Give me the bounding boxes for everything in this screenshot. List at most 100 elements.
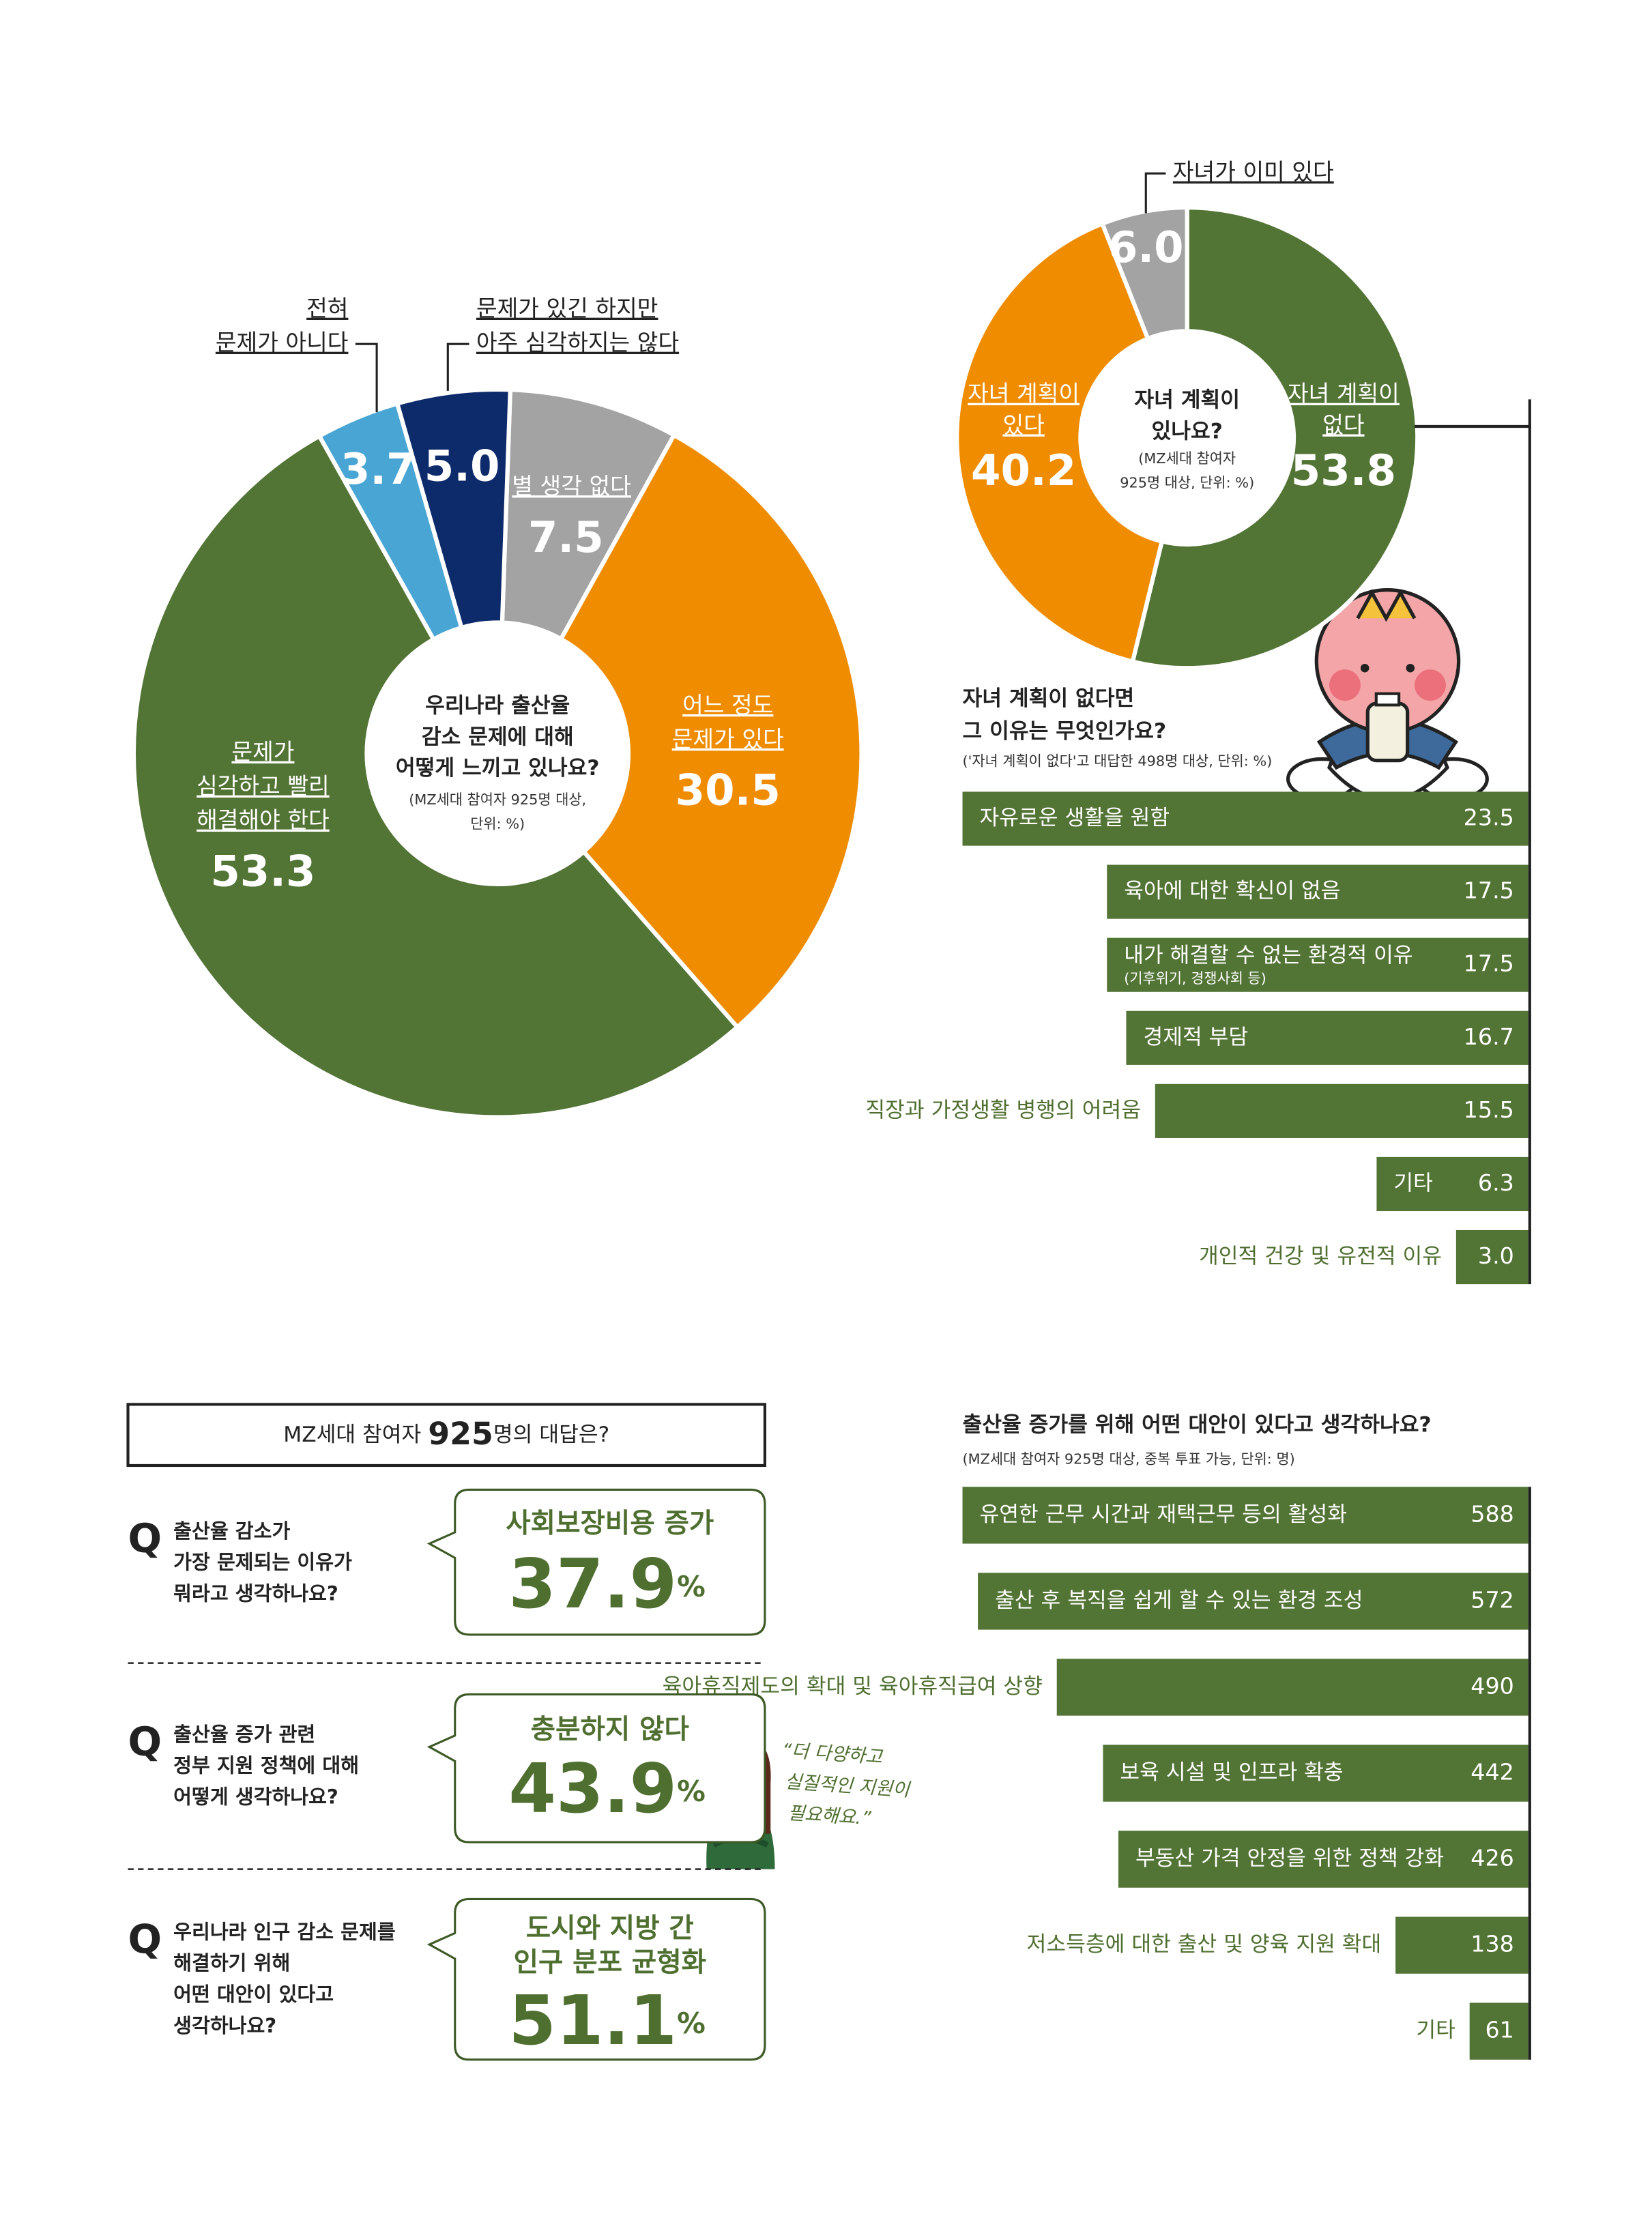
- slice-value: 3.7: [340, 444, 416, 494]
- answer-unit: %: [677, 1775, 706, 1808]
- q-mark: Q: [128, 1718, 162, 1764]
- bar-value: 6.3: [1478, 1169, 1514, 1196]
- bar: [1469, 2002, 1528, 2060]
- bar-value: 61: [1485, 2017, 1513, 2043]
- qa-header-part: MZ세대 참여자: [283, 1423, 428, 1447]
- answer-number: 43.9: [508, 1749, 677, 1829]
- answer-unit: %: [677, 1570, 706, 1603]
- question: 어떻게 생각하나요?: [173, 1785, 338, 1808]
- bar-label: 개인적 건강 및 유전적 이유: [1199, 1244, 1442, 1269]
- donut-title: 감소 문제에 대해: [422, 725, 574, 749]
- bar: [1118, 1831, 1528, 1888]
- slice-value: 7.5: [528, 512, 604, 562]
- donut-title: 있나요?: [1152, 419, 1223, 443]
- bar-value: 15.5: [1464, 1096, 1514, 1123]
- answer-label: 인구 분포 균형화: [514, 1947, 706, 1979]
- baby-illustration: [1286, 588, 1489, 802]
- bar-label: 경제적 부담: [1143, 1025, 1248, 1049]
- question: 뭐라고 생각하나요?: [173, 1582, 338, 1605]
- bar-chart-title: 그 이유는 무엇인가요?: [963, 719, 1167, 744]
- slice-label: 문제가 아니다: [216, 330, 349, 356]
- answer-value: 43.9%: [508, 1749, 705, 1829]
- bar-chart-title: 자녀 계획이 없다면: [963, 686, 1135, 711]
- qa-header: MZ세대 참여자 925명의 대답은?: [283, 1415, 609, 1452]
- qa-header-part: 925: [428, 1415, 493, 1452]
- donut-note: (MZ세대 참여자: [1138, 450, 1236, 467]
- slice-label: 심각하고 빨리: [197, 773, 330, 800]
- donut-hole: [366, 622, 628, 884]
- slice-label: 어느 정도: [682, 692, 773, 718]
- answer-value: 37.9%: [508, 1545, 705, 1624]
- q-mark: Q: [128, 1515, 162, 1562]
- bar-label: 내가 해결할 수 없는 환경적 이유: [1124, 944, 1412, 968]
- qa-header-part: 명의 대답은?: [493, 1423, 609, 1447]
- bar-label: 저소득층에 대한 출산 및 양육 지원 확대: [1027, 1932, 1382, 1957]
- q-mark: Q: [128, 1916, 162, 1962]
- bar: [1107, 864, 1528, 919]
- bar: [1455, 1229, 1528, 1285]
- slice-label: 문제가 있긴 하지만: [476, 295, 658, 322]
- slice-label: 자녀 계획이: [968, 381, 1079, 407]
- donut-note: 925명 대상, 단위: %): [1120, 474, 1254, 491]
- bar: [1376, 1156, 1528, 1212]
- answer-label: 충분하지 않다: [531, 1714, 689, 1745]
- slice-value: 5.0: [424, 441, 500, 491]
- question: 해결하기 위해: [173, 1951, 290, 1974]
- bar-value: 17.5: [1464, 950, 1514, 977]
- answer-label: 사회보장비용 증가: [506, 1508, 714, 1539]
- bar: [1155, 1083, 1528, 1138]
- slice-label: 자녀가 이미 있다: [1173, 159, 1334, 186]
- bar-label: 직장과 가정생활 병행의 어려움: [865, 1098, 1141, 1122]
- bar-value: 426: [1470, 1845, 1514, 1871]
- bar-label: 유연한 근무 시간과 재택근무 등의 활성화: [980, 1502, 1347, 1527]
- bar-label: (기후위기, 경쟁사회 등): [1124, 970, 1266, 987]
- donut-title: 자녀 계획이: [1134, 388, 1240, 413]
- bar: [962, 1487, 1528, 1544]
- donut-note: (MZ세대 참여자 925명 대상,: [409, 791, 586, 808]
- bar-value: 17.5: [1464, 877, 1514, 904]
- bar-value: 3.0: [1478, 1242, 1514, 1269]
- slice-value: 53.3: [210, 846, 315, 896]
- answer-box: [426, 1693, 766, 1843]
- question: 가장 문제되는 이유가: [173, 1551, 352, 1574]
- bar-label: 자유로운 생활을 원함: [980, 806, 1170, 830]
- answer-value: 51.1%: [508, 1981, 705, 2060]
- question: 생각하나요?: [173, 2014, 276, 2037]
- answer-box: [426, 1897, 766, 2061]
- bar-chart-title: 출산율 증가를 위해 어떤 대안이 있다고 생각하나요?: [963, 1413, 1432, 1438]
- bar-label: 부동산 가격 안정을 위한 정책 강화: [1135, 1846, 1444, 1871]
- slice-label: 아주 심각하지는 않다: [476, 330, 679, 356]
- bar-value: 23.5: [1464, 804, 1514, 831]
- donut-note: 단위: %): [470, 815, 525, 832]
- qa-header-box: [126, 1403, 766, 1468]
- quote: “더 다양하고: [781, 1740, 884, 1768]
- answer-number: 51.1: [508, 1981, 677, 2060]
- answer-number: 37.9: [508, 1545, 677, 1624]
- slice-label: 해결해야 한다: [197, 807, 330, 834]
- bar-value: 588: [1470, 1500, 1514, 1527]
- bar-chart-note: (MZ세대 참여자 925명 대상, 중복 투표 가능, 단위: 명): [963, 1451, 1295, 1468]
- bar-label: 기타: [1393, 1171, 1433, 1195]
- slice-label: 문제가: [231, 739, 294, 766]
- bar-value: 138: [1470, 1931, 1514, 1957]
- slice-label: 별 생각 없다: [512, 473, 631, 499]
- quote: 실질적인 지원이: [784, 1771, 912, 1801]
- bar: [962, 791, 1528, 846]
- bar-label: 출산 후 복직을 쉽게 할 수 있는 환경 조성: [995, 1588, 1363, 1613]
- slice-value: 6.0: [1108, 222, 1184, 272]
- slice-label: 문제가 있다: [672, 726, 784, 753]
- donut-hole: [1080, 331, 1294, 544]
- question: 출산율 감소가: [173, 1519, 290, 1543]
- donut-slice: [1130, 205, 1420, 671]
- donut-title: 우리나라 출산율: [425, 693, 570, 718]
- bar-label: 보육 시설 및 인프라 확충: [1120, 1760, 1343, 1785]
- bar: [978, 1573, 1528, 1630]
- slice-value: 53.8: [1291, 446, 1396, 495]
- leader-line: [355, 342, 378, 413]
- bar: [1056, 1659, 1528, 1716]
- bar-value: 16.7: [1464, 1023, 1514, 1050]
- question: 정부 지원 정책에 대해: [173, 1754, 359, 1777]
- answer-label: 도시와 지방 간: [526, 1913, 694, 1944]
